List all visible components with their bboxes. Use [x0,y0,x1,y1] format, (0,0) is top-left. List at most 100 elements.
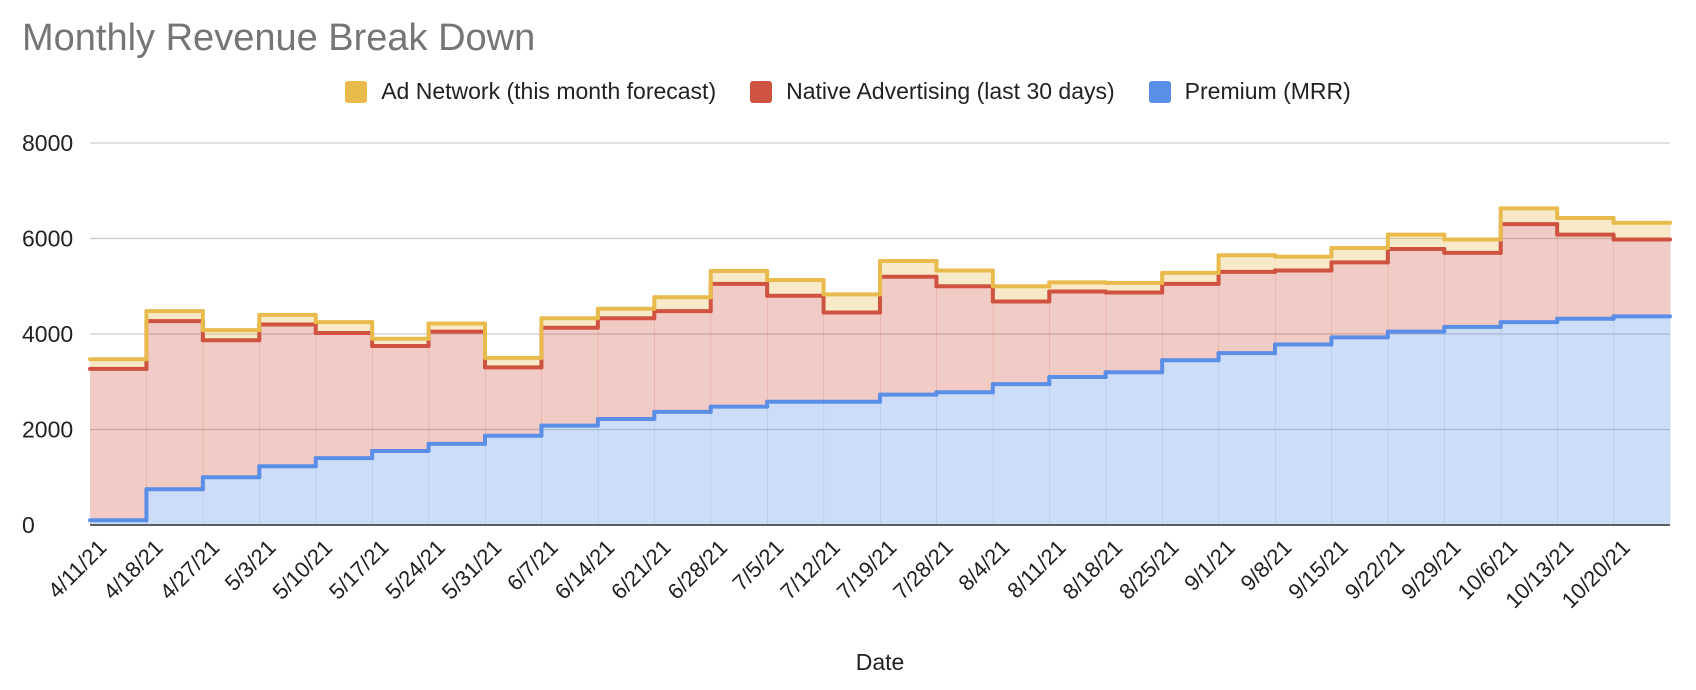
legend-label: Ad Network (this month forecast) [381,78,717,104]
area-segment [1387,331,1445,525]
area-segment [992,301,1050,385]
area-segment [936,270,994,287]
x-tick-label: 9/15/21 [1283,535,1353,605]
area-segment [1105,292,1163,373]
y-tick-label: 2000 [22,417,73,443]
x-tick-label: 6/14/21 [550,535,620,605]
area-segment [146,489,204,525]
legend-swatch [750,80,773,103]
area-segment [1557,234,1615,319]
area-segment [372,338,430,346]
legend-item: Ad Network (this month forecast) [345,78,716,105]
x-axis-label: Date [856,649,905,675]
area-segment [485,435,542,525]
area-segment [710,406,768,525]
area-segment [90,368,147,521]
x-tick-label: 6/28/21 [663,535,733,605]
area-segment [1500,208,1558,225]
area-segment [259,314,317,325]
area-segment [1557,318,1615,525]
area-segment [315,322,373,334]
legend-swatch [345,80,368,103]
area-segment [202,340,260,478]
x-tick-label: 9/1/21 [1179,535,1240,596]
area-segment [1049,291,1107,377]
area-segment [992,384,1050,525]
x-tick-label: 5/24/21 [380,535,450,605]
area-segment [485,357,542,368]
area-segment [936,392,994,525]
area-segment [428,331,486,444]
area-segment [1613,222,1671,240]
x-tick-label: 5/17/21 [324,535,394,605]
area-segment [202,330,260,341]
area-segment [880,394,937,525]
area-segment [654,311,712,412]
x-tick-label: 7/28/21 [888,535,958,605]
area-segment [315,333,373,459]
area-segment [428,323,486,332]
area-segment [1105,282,1163,293]
legend-swatch [1148,80,1171,103]
x-tick-label: 9/29/21 [1396,535,1466,605]
area-segment [372,450,430,525]
area-segment [1275,270,1332,345]
area-segment [372,345,430,451]
area-segment [710,283,768,407]
area-segment [202,477,260,525]
area-segment [992,286,1050,302]
x-tick-label: 8/18/21 [1058,535,1128,605]
area-segment [597,308,655,319]
x-tick-label: 4/18/21 [98,535,168,605]
area-segment [1162,360,1220,525]
area-segment [90,359,147,369]
legend-label: Native Advertising (last 30 days) [786,78,1115,104]
area-segment [880,260,937,277]
area-segment [541,425,599,525]
x-tick-label: 5/10/21 [268,535,338,605]
area-segment [710,270,768,284]
area-segment [767,401,825,525]
area-segment [541,318,599,328]
legend-item: Native Advertising (last 30 days) [750,78,1115,105]
area-segment [1049,376,1107,525]
area-segment [428,443,486,525]
x-tick-label: 7/19/21 [832,535,902,605]
area-segment [597,318,655,419]
area-segment [1500,322,1558,525]
area-segment [1218,353,1276,525]
area-segment [485,367,542,436]
x-tick-label: 4/11/21 [43,535,111,603]
area-segment [767,280,825,296]
area-segment [259,466,317,525]
area-segment [1444,252,1502,327]
area-segment [1331,248,1389,263]
area-segment [823,312,881,402]
area-segment [1444,326,1502,525]
area-segment [1387,249,1445,332]
area-segment [90,520,147,525]
area-segment [1162,283,1220,361]
area-segment [1387,234,1445,250]
area-segment [1331,262,1389,338]
x-tick-label: 9/22/21 [1340,535,1410,605]
y-tick-label: 6000 [22,226,73,252]
y-tick-label: 8000 [22,130,73,156]
area-segment [1218,255,1276,272]
area-segment [541,327,599,426]
area-segment [823,294,881,313]
area-segment [1331,337,1389,525]
area-segment [1049,282,1107,292]
y-tick-label: 0 [22,512,35,538]
area-segment [1218,271,1276,354]
chart-title: Monthly Revenue Break Down [22,17,535,59]
y-tick-label: 4000 [22,321,73,347]
legend-item: Premium (MRR) [1148,78,1351,105]
area-segment [654,297,712,312]
x-tick-label: 7/12/21 [775,535,845,605]
area-segment [1275,256,1332,271]
x-tick-label: 4/27/21 [155,535,225,605]
legend-label: Premium (MRR) [1184,78,1351,104]
